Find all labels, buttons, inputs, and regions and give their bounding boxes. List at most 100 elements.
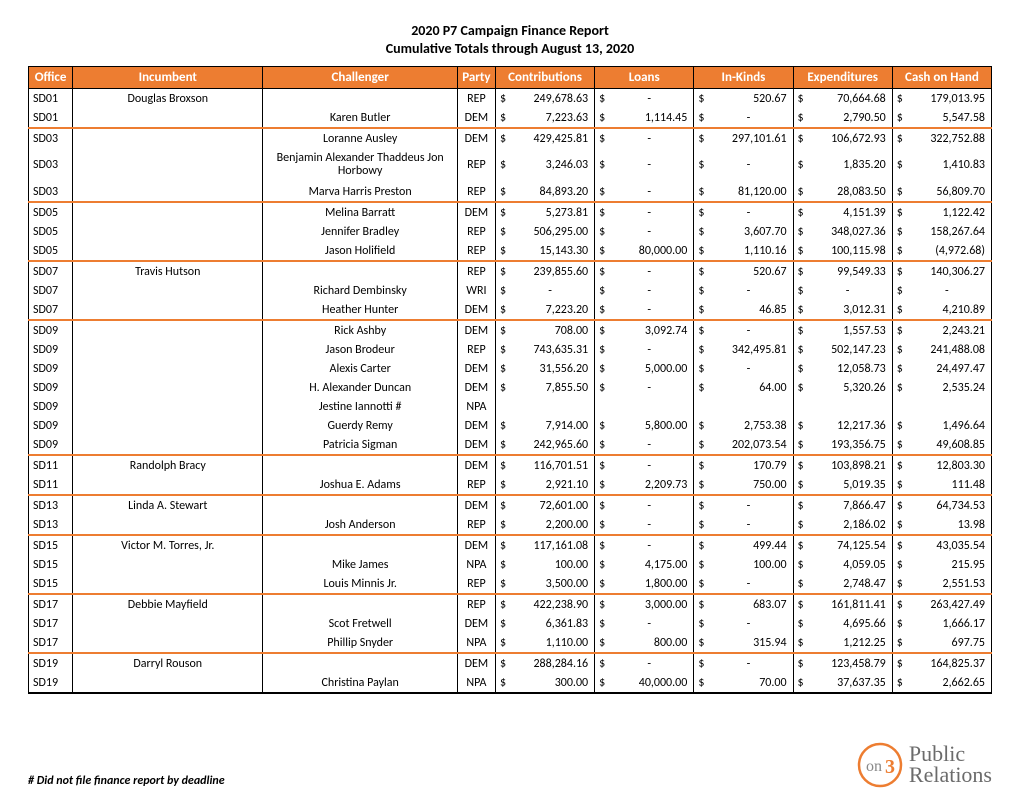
money-cell: $- xyxy=(694,653,793,673)
money-cell: $100.00 xyxy=(495,555,594,574)
money-cell: $3,500.00 xyxy=(495,574,594,594)
cell-challenger: Joshua E. Adams xyxy=(263,475,457,495)
money-cell: $46.85 xyxy=(694,300,793,320)
table-row: SD09Jestine Iannotti #NPA xyxy=(29,397,992,416)
cell-challenger: Heather Hunter xyxy=(263,300,457,320)
cell-incumbent: Debbie Mayfield xyxy=(73,594,263,614)
money-cell: $- xyxy=(595,378,694,397)
cell-office: SD11 xyxy=(29,475,73,495)
cell-challenger xyxy=(263,455,457,475)
table-row: SD15Victor M. Torres, Jr.DEM$117,161.08$… xyxy=(29,535,992,555)
money-cell: $2,200.00 xyxy=(495,515,594,535)
cell-office: SD07 xyxy=(29,300,73,320)
cell-office: SD09 xyxy=(29,397,73,416)
money-cell: $1,110.16 xyxy=(694,241,793,261)
money-cell: $5,800.00 xyxy=(595,416,694,435)
cell-incumbent xyxy=(73,515,263,535)
money-cell: $- xyxy=(694,359,793,378)
money-cell: $2,921.10 xyxy=(495,475,594,495)
cell-challenger: Guerdy Remy xyxy=(263,416,457,435)
cell-challenger xyxy=(263,495,457,515)
cell-party: REP xyxy=(457,148,495,182)
cell-challenger xyxy=(263,261,457,281)
money-cell: $2,209.73 xyxy=(595,475,694,495)
money-cell: $683.07 xyxy=(694,594,793,614)
cell-party: DEM xyxy=(457,614,495,633)
cell-challenger: Christina Paylan xyxy=(263,673,457,693)
cell-challenger xyxy=(263,535,457,555)
money-cell: $297,101.61 xyxy=(694,128,793,148)
cell-incumbent xyxy=(73,241,263,261)
cell-incumbent xyxy=(73,397,263,416)
cell-challenger: Richard Dembinsky xyxy=(263,281,457,300)
cell-incumbent xyxy=(73,300,263,320)
money-cell: $7,223.63 xyxy=(495,108,594,128)
money-cell: $37,637.35 xyxy=(793,673,892,693)
table-row: SD15Louis Minnis Jr.REP$3,500.00$1,800.0… xyxy=(29,574,992,594)
money-cell: $- xyxy=(694,320,793,340)
col-incumbent: Incumbent xyxy=(73,67,263,89)
money-cell: $1,114.45 xyxy=(595,108,694,128)
money-cell: $- xyxy=(694,202,793,222)
money-cell: $- xyxy=(595,653,694,673)
cell-office: SD15 xyxy=(29,574,73,594)
money-cell: $111.48 xyxy=(892,475,991,495)
cell-party: REP xyxy=(457,515,495,535)
cell-incumbent xyxy=(73,574,263,594)
cell-challenger: Karen Butler xyxy=(263,108,457,128)
money-cell: $- xyxy=(694,281,793,300)
cell-office: SD17 xyxy=(29,594,73,614)
cell-incumbent xyxy=(73,435,263,455)
cell-incumbent xyxy=(73,475,263,495)
money-cell: $99,549.33 xyxy=(793,261,892,281)
money-cell: $72,601.00 xyxy=(495,495,594,515)
cell-office: SD07 xyxy=(29,261,73,281)
money-cell: $1,410.83 xyxy=(892,148,991,182)
cell-incumbent xyxy=(73,633,263,653)
cell-party: DEM xyxy=(457,416,495,435)
col-inkinds: In-Kinds xyxy=(694,67,793,89)
cell-office: SD01 xyxy=(29,89,73,109)
money-cell: $12,803.30 xyxy=(892,455,991,475)
cell-challenger xyxy=(263,594,457,614)
money-cell: $5,547.58 xyxy=(892,108,991,128)
money-cell: $- xyxy=(694,108,793,128)
money-cell: $- xyxy=(595,281,694,300)
money-cell: $300.00 xyxy=(495,673,594,693)
col-office: Office xyxy=(29,67,73,89)
cell-party: NPA xyxy=(457,555,495,574)
money-cell: $117,161.08 xyxy=(495,535,594,555)
cell-party: DEM xyxy=(457,202,495,222)
cell-incumbent: Travis Hutson xyxy=(73,261,263,281)
money-cell: $64.00 xyxy=(694,378,793,397)
cell-challenger: Jason Brodeur xyxy=(263,340,457,359)
cell-office: SD09 xyxy=(29,320,73,340)
money-cell: $1,666.17 xyxy=(892,614,991,633)
money-cell: $- xyxy=(595,435,694,455)
cell-party: REP xyxy=(457,594,495,614)
table-row: SD19Christina PaylanNPA$300.00$40,000.00… xyxy=(29,673,992,693)
money-cell: $2,535.24 xyxy=(892,378,991,397)
table-row: SD13Josh AndersonREP$2,200.00$-$-$2,186.… xyxy=(29,515,992,535)
table-row: SD15Mike JamesNPA$100.00$4,175.00$100.00… xyxy=(29,555,992,574)
money-cell: $64,734.53 xyxy=(892,495,991,515)
money-cell: $- xyxy=(694,574,793,594)
money-cell: $520.67 xyxy=(694,89,793,109)
money-cell: $2,551.53 xyxy=(892,574,991,594)
cell-party: DEM xyxy=(457,378,495,397)
money-cell: $2,662.65 xyxy=(892,673,991,693)
table-row: SD09Rick AshbyDEM$708.00$3,092.74$-$1,55… xyxy=(29,320,992,340)
cell-challenger: Mike James xyxy=(263,555,457,574)
money-cell: $429,425.81 xyxy=(495,128,594,148)
cell-office: SD15 xyxy=(29,535,73,555)
cell-challenger: Melina Barratt xyxy=(263,202,457,222)
cell-office: SD05 xyxy=(29,202,73,222)
col-challenger: Challenger xyxy=(263,67,457,89)
cell-office: SD05 xyxy=(29,241,73,261)
money-cell: $4,175.00 xyxy=(595,555,694,574)
report-title: 2020 P7 Campaign Finance Report Cumulati… xyxy=(28,22,992,58)
cell-challenger xyxy=(263,89,457,109)
money-cell: $- xyxy=(793,281,892,300)
table-row: SD17Scot FretwellDEM$6,361.83$-$-$4,695.… xyxy=(29,614,992,633)
cell-incumbent xyxy=(73,148,263,182)
